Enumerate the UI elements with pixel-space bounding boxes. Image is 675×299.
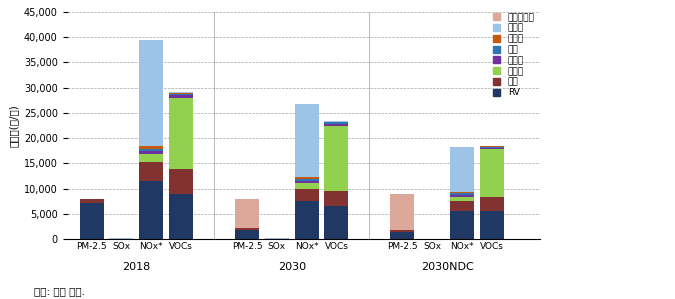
- Bar: [450, 193, 474, 195]
- Bar: [480, 149, 504, 197]
- Bar: [390, 232, 414, 239]
- Bar: [139, 181, 163, 239]
- Bar: [325, 191, 348, 206]
- Bar: [235, 199, 259, 228]
- Bar: [390, 230, 414, 232]
- Bar: [139, 146, 163, 149]
- Text: 자료: 저자 작성.: 자료: 저자 작성.: [34, 286, 85, 296]
- Y-axis label: 배출량(톤/년): 배출량(톤/년): [8, 104, 18, 147]
- Bar: [235, 230, 259, 239]
- Bar: [325, 121, 348, 122]
- Bar: [169, 94, 193, 95]
- Bar: [139, 154, 163, 162]
- Bar: [480, 147, 504, 148]
- Bar: [294, 104, 319, 177]
- Text: 2030: 2030: [277, 262, 306, 272]
- Bar: [235, 228, 259, 230]
- Bar: [294, 189, 319, 201]
- Bar: [294, 201, 319, 239]
- Bar: [80, 203, 103, 239]
- Bar: [169, 194, 193, 239]
- Bar: [325, 123, 348, 126]
- Bar: [480, 148, 504, 149]
- Bar: [325, 122, 348, 123]
- Bar: [265, 238, 289, 239]
- Legend: 도로재비산, 화물차, 특수차, 택시, 승합차, 승용차, 버스, RV: 도로재비산, 화물차, 특수차, 택시, 승합차, 승용차, 버스, RV: [492, 12, 535, 98]
- Bar: [450, 201, 474, 211]
- Bar: [450, 147, 474, 193]
- Bar: [139, 151, 163, 154]
- Bar: [139, 40, 163, 146]
- Bar: [450, 197, 474, 201]
- Bar: [450, 211, 474, 239]
- Bar: [169, 98, 193, 169]
- Bar: [390, 194, 414, 230]
- Bar: [294, 179, 319, 181]
- Bar: [109, 238, 134, 239]
- Bar: [294, 183, 319, 189]
- Bar: [480, 211, 504, 239]
- Bar: [325, 126, 348, 191]
- Bar: [294, 181, 319, 183]
- Bar: [480, 197, 504, 211]
- Text: 2030NDC: 2030NDC: [421, 262, 473, 272]
- Bar: [80, 199, 103, 203]
- Bar: [169, 95, 193, 98]
- Text: 2018: 2018: [122, 262, 151, 272]
- Bar: [294, 177, 319, 179]
- Bar: [480, 146, 504, 147]
- Bar: [169, 93, 193, 94]
- Bar: [139, 149, 163, 151]
- Bar: [139, 162, 163, 181]
- Bar: [325, 206, 348, 239]
- Bar: [169, 169, 193, 194]
- Bar: [450, 195, 474, 197]
- Bar: [169, 92, 193, 93]
